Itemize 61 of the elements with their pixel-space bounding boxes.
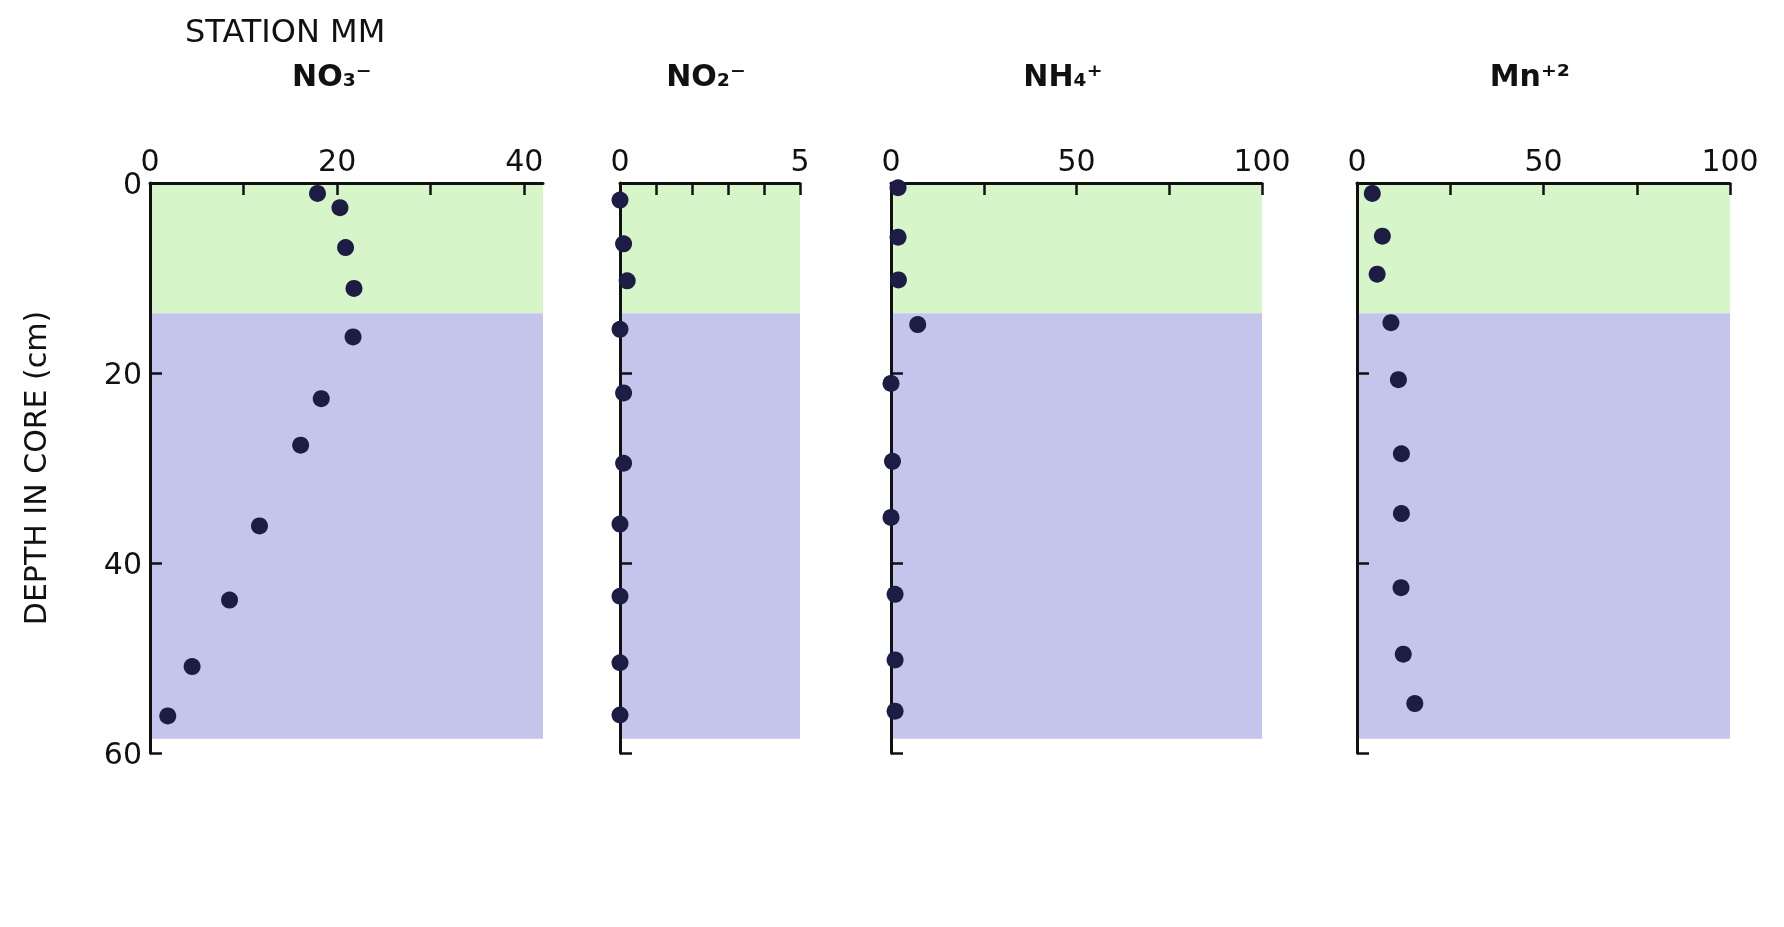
point [309,184,326,202]
point [615,454,633,472]
point [611,191,629,209]
point [611,515,629,533]
point [345,279,363,297]
point [312,390,330,408]
chart-title: NO₃⁻ [292,57,372,93]
point [615,235,633,253]
point [611,654,629,672]
y-tick-label: 40 [103,545,142,581]
x-tick-label: 20 [318,142,357,178]
point [1382,314,1400,332]
chart-title: NO₂⁻ [666,57,746,93]
x-tick-label: 50 [1057,142,1096,178]
point [909,316,927,334]
point [611,320,629,338]
point [611,706,629,724]
point [1368,265,1386,283]
point [889,228,907,246]
y-tick-label: 0 [122,165,142,201]
point [159,707,177,725]
x-tick-label: 0 [1347,142,1367,178]
x-tick-label: 50 [1524,142,1563,178]
point [886,585,904,603]
point [221,591,239,609]
point [1392,579,1410,597]
y-tick-label: 20 [103,355,142,391]
point [882,508,900,526]
point [886,651,904,669]
chart-title: NH₄⁺ [1023,57,1103,93]
point [1389,371,1407,389]
point [183,658,201,676]
point [884,452,901,470]
x-tick-label: 0 [881,142,901,178]
point [292,436,310,454]
point [344,328,362,346]
x-tick-label: 40 [505,142,544,178]
y-tick-label: 60 [103,735,142,771]
point [615,384,633,402]
chart-title: Mn⁺² [1489,57,1570,93]
point [1373,227,1391,245]
point [882,374,900,392]
point [1394,645,1412,663]
x-tick-label: 0 [610,142,630,178]
x-tick-label: 100 [1701,142,1759,178]
point [886,702,904,720]
text: STATION MM [185,12,386,50]
point [889,179,907,197]
point [618,272,636,290]
x-tick-label: 100 [1233,142,1291,178]
point [337,239,355,257]
point [1406,695,1424,713]
x-tick-label: 5 [790,142,810,178]
point [889,271,907,289]
point [611,587,629,605]
point [331,199,349,217]
point [1392,505,1410,523]
point [1392,445,1410,463]
y-axis-title: DEPTH IN CORE (cm) [17,310,53,626]
point [251,517,268,535]
point [1363,184,1381,202]
